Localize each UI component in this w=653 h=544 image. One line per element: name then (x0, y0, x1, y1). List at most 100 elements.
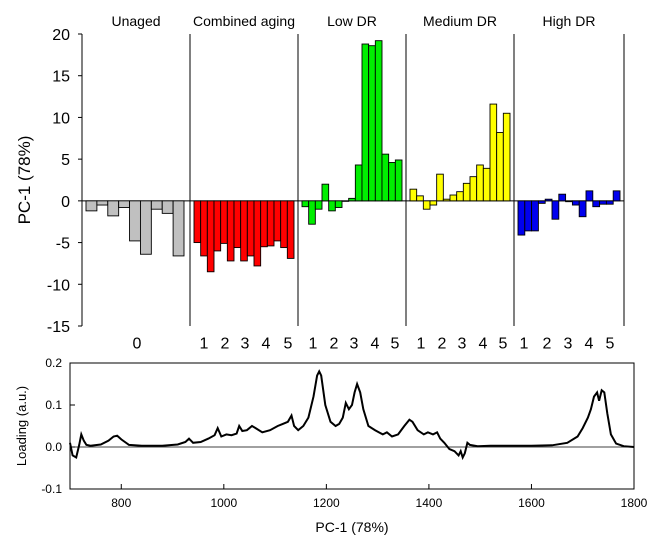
bar (253, 200, 262, 267)
top-y-axis: -15 -10 -5 0 5 10 15 20 (47, 27, 82, 336)
bar (502, 112, 511, 202)
bar (565, 200, 573, 203)
loading-plot-frame (69, 362, 635, 490)
bar (150, 200, 163, 210)
panel-unaged: Unaged 0 (81, 13, 190, 352)
panel-title: High DR (543, 13, 596, 29)
panel-sample-label: 3 (350, 335, 359, 352)
bar (233, 200, 242, 249)
bar (482, 167, 491, 202)
loading-y-tick-label: -0.1 (41, 482, 62, 496)
bar (551, 200, 560, 220)
bar (240, 200, 248, 262)
bar (361, 43, 370, 202)
loading-x-tick-label: 1200 (313, 496, 340, 510)
bar (213, 200, 222, 252)
bar (286, 200, 295, 259)
panel-sample-label: 5 (391, 335, 400, 352)
loading-x-tick-label: 1000 (210, 496, 237, 510)
top-y-tick-label: 15 (52, 69, 70, 86)
panel-sample-label: 5 (499, 335, 508, 352)
bar (585, 190, 594, 202)
bar (341, 200, 350, 202)
bar (381, 153, 390, 202)
bar (592, 200, 601, 208)
bar (436, 173, 444, 202)
panel-sample-label: 5 (606, 335, 615, 352)
bar (531, 200, 539, 232)
panel-title: Low DR (327, 13, 377, 29)
panel-sample-label: 4 (371, 335, 380, 352)
bar (409, 188, 418, 202)
panel-sample-label: 3 (241, 335, 250, 352)
bar (368, 45, 376, 202)
bar (537, 200, 546, 204)
bar (96, 200, 109, 206)
top-y-tick-label: 20 (52, 27, 70, 44)
bar (374, 40, 383, 202)
top-y-tick-label: 10 (52, 110, 70, 127)
bar (206, 200, 215, 273)
panel-sample-label: 3 (564, 335, 573, 352)
bar (220, 200, 228, 244)
panel-sample-label: 5 (284, 335, 293, 352)
panel-low-dr: Low DR 1 2 3 4 5 (297, 13, 406, 352)
bar (107, 200, 120, 217)
bar (524, 200, 533, 232)
top-y-tick-label: 5 (61, 152, 70, 169)
loading-x-tick-label: 1800 (621, 496, 648, 510)
bar (129, 200, 141, 242)
bar (260, 200, 268, 248)
panel-sample-label: 4 (585, 335, 594, 352)
bar (578, 200, 587, 218)
bar (226, 200, 235, 262)
panel-sample-label: 1 (520, 335, 529, 352)
loading-x-axis-label: PC-1 (78%) (315, 519, 388, 535)
bar (599, 200, 607, 205)
panel-sample-label: 2 (330, 335, 339, 352)
bar (489, 103, 498, 202)
bar (388, 162, 396, 202)
bar (517, 200, 526, 236)
bar (416, 195, 424, 202)
panel-sample-label: 4 (479, 335, 488, 352)
loading-y-axis-label: Loading (a.u.) (14, 386, 29, 466)
loading-y-tick-label: 0.1 (45, 398, 62, 412)
bar (246, 200, 255, 257)
bar (321, 183, 330, 202)
bar (429, 200, 438, 206)
bar (476, 164, 484, 202)
bar (314, 200, 323, 210)
panel-title: Combined aging (193, 13, 295, 29)
loading-axes: 800 1000 1200 1400 1600 1800 -0.1 0.0 0.1 0.2 (41, 356, 647, 510)
bar (354, 164, 363, 202)
bar (394, 159, 403, 202)
bar (172, 200, 185, 257)
bar (280, 200, 288, 249)
loading-y-tick-label: 0.0 (45, 440, 62, 454)
panel-sample-label: 2 (543, 335, 552, 352)
bar (308, 200, 316, 225)
panel-sample-label: 1 (309, 335, 318, 352)
bar (571, 200, 580, 206)
bar (161, 200, 174, 214)
bar (85, 200, 98, 212)
loading-x-tick-label: 1600 (518, 496, 545, 510)
bar (449, 194, 458, 202)
bar (193, 200, 202, 244)
bar (469, 176, 478, 202)
bar (139, 200, 152, 255)
bar (118, 200, 131, 208)
bar (605, 200, 614, 205)
loading-y-tick-label: 0.2 (45, 356, 62, 370)
top-y-axis-label: PC-1 (78%) (15, 136, 34, 225)
bar (273, 200, 282, 242)
bar (442, 198, 451, 202)
panel-high-dr: High DR 1 2 3 4 5 (513, 13, 625, 352)
panel-title: Medium DR (423, 13, 497, 29)
bar (334, 200, 343, 208)
bar (328, 200, 336, 212)
